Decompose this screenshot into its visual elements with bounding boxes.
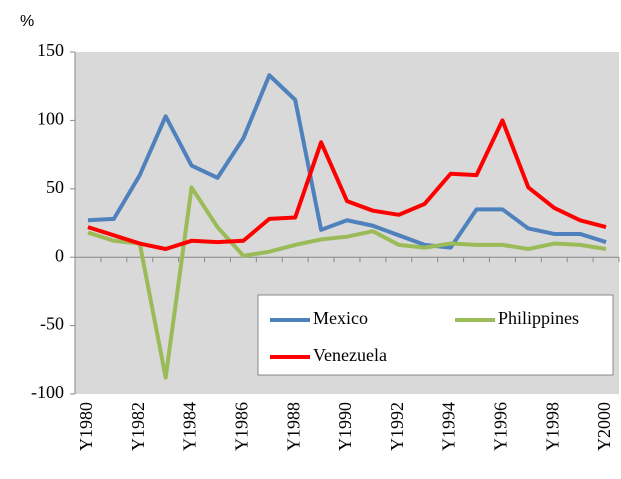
y-axis-label: % (20, 13, 34, 30)
x-tick-label: Y1986 (232, 402, 252, 451)
y-tick-label: 0 (55, 245, 64, 265)
x-tick-label: Y1982 (128, 402, 148, 451)
y-tick-label: 150 (37, 40, 64, 60)
legend-label: Mexico (313, 308, 368, 328)
x-tick-label: Y1998 (542, 402, 562, 451)
y-tick-label: 50 (46, 177, 64, 197)
x-tick-label: Y2000 (594, 402, 614, 451)
x-tick-label: Y1992 (387, 402, 407, 451)
legend-label: Venezuela (313, 345, 387, 365)
x-tick-label: Y1984 (180, 402, 200, 451)
y-tick-label: -100 (31, 382, 64, 402)
y-tick-label: 100 (37, 109, 64, 129)
x-tick-label: Y1990 (335, 402, 355, 451)
x-tick-label: Y1988 (283, 402, 303, 451)
series-line (87, 73, 607, 250)
x-tick-label: Y1996 (491, 402, 511, 451)
legend-label: Philippines (498, 308, 579, 328)
y-tick-label: -50 (40, 314, 64, 334)
x-tick-label: Y1994 (439, 402, 459, 451)
legend (257, 294, 614, 376)
series-line (87, 118, 607, 251)
x-tick-label: Y1980 (76, 402, 96, 451)
series-line (87, 185, 607, 380)
